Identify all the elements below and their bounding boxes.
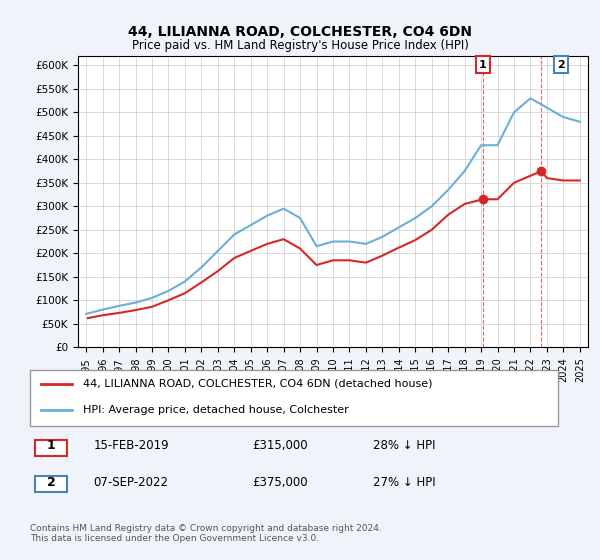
FancyBboxPatch shape <box>35 477 67 492</box>
Text: 27% ↓ HPI: 27% ↓ HPI <box>373 475 436 489</box>
Text: HPI: Average price, detached house, Colchester: HPI: Average price, detached house, Colc… <box>83 405 349 415</box>
Text: 07-SEP-2022: 07-SEP-2022 <box>94 475 169 489</box>
Text: £315,000: £315,000 <box>252 439 307 452</box>
Text: 2: 2 <box>47 475 55 489</box>
FancyBboxPatch shape <box>35 440 67 456</box>
Text: 28% ↓ HPI: 28% ↓ HPI <box>373 439 436 452</box>
Text: 44, LILIANNA ROAD, COLCHESTER, CO4 6DN: 44, LILIANNA ROAD, COLCHESTER, CO4 6DN <box>128 25 472 39</box>
FancyBboxPatch shape <box>30 370 558 426</box>
Text: 1: 1 <box>479 60 487 70</box>
Text: Contains HM Land Registry data © Crown copyright and database right 2024.
This d: Contains HM Land Registry data © Crown c… <box>30 524 382 543</box>
Text: 15-FEB-2019: 15-FEB-2019 <box>94 439 169 452</box>
Text: £375,000: £375,000 <box>252 475 307 489</box>
Text: 1: 1 <box>47 439 55 452</box>
Text: Price paid vs. HM Land Registry's House Price Index (HPI): Price paid vs. HM Land Registry's House … <box>131 39 469 52</box>
Text: 2: 2 <box>557 60 565 70</box>
Text: 44, LILIANNA ROAD, COLCHESTER, CO4 6DN (detached house): 44, LILIANNA ROAD, COLCHESTER, CO4 6DN (… <box>83 379 432 389</box>
